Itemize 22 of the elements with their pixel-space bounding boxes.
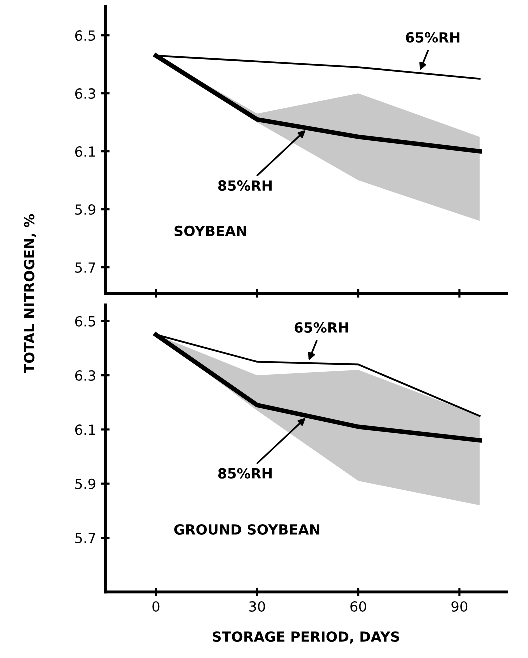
y-tick-label: 5.9	[76, 204, 96, 216]
x-tick-label: 30	[250, 601, 266, 612]
y-tick-label: 6.5	[75, 30, 96, 42]
x-axis-title: STORAGE PERIOD, DAYS	[213, 632, 400, 644]
y-tick-label: 6.3	[75, 370, 96, 382]
x-tick-label: 0	[152, 601, 160, 612]
y-tick-label: 5.7	[76, 533, 96, 544]
text: 85%RH	[218, 180, 272, 192]
annotation: GROUND SOYBEAN	[174, 524, 320, 535]
x-tick-label: 90	[452, 601, 468, 612]
text: 65%RH	[294, 322, 348, 333]
text: 85%RH	[218, 468, 272, 479]
y-tick-label: 5.9	[76, 478, 96, 490]
annotation: SOYBEAN	[174, 226, 246, 236]
y-axis-title: TOTAL NITROGEN, %	[24, 214, 36, 374]
y-tick-label: 6.5	[75, 316, 96, 327]
y-tick-label: 6.1	[75, 146, 96, 158]
text: 65%RH	[406, 32, 460, 43]
y-tick-label: 6.3	[75, 88, 96, 100]
y-tick-label: 6.1	[75, 424, 96, 436]
y-tick-label: 5.7	[76, 262, 96, 274]
x-tick-label: 60	[350, 601, 366, 612]
